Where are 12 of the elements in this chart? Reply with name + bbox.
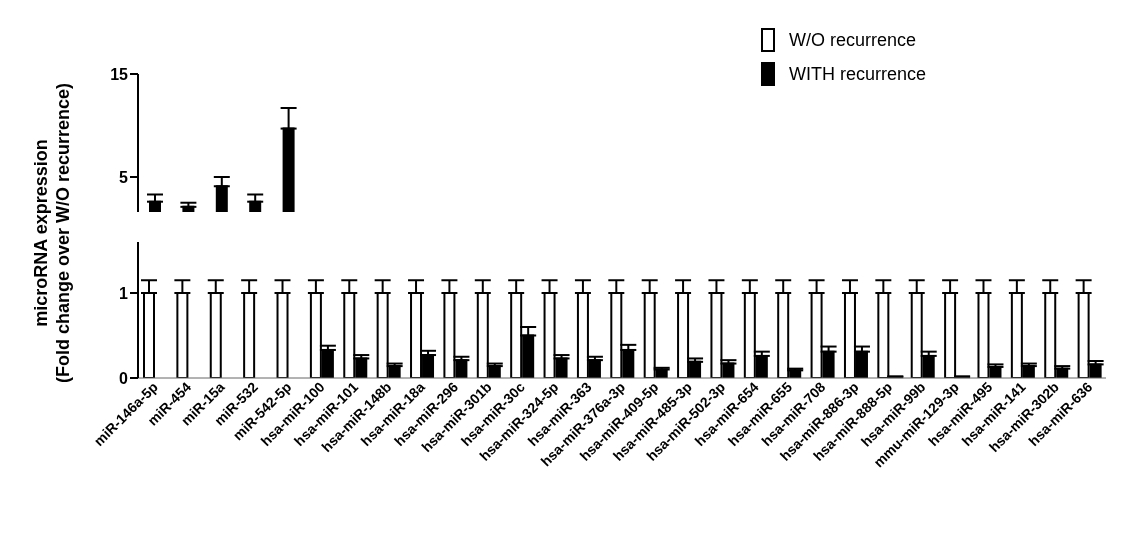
y-tick-label: 0 [119,369,129,387]
y-tick-label: 1 [119,284,129,302]
bar [176,292,189,378]
legend-label: WITH recurrence [788,63,926,85]
y-tick-label: 5 [119,168,129,186]
legend-label: W/O recurrence [788,29,916,51]
bar [243,292,256,378]
bar [276,292,289,378]
y-axis-title: microRNA expression (Fold change over W/O recurrence) [30,82,74,384]
y-tick-label: 15 [110,65,129,83]
bar [143,292,155,378]
bar [209,292,222,378]
